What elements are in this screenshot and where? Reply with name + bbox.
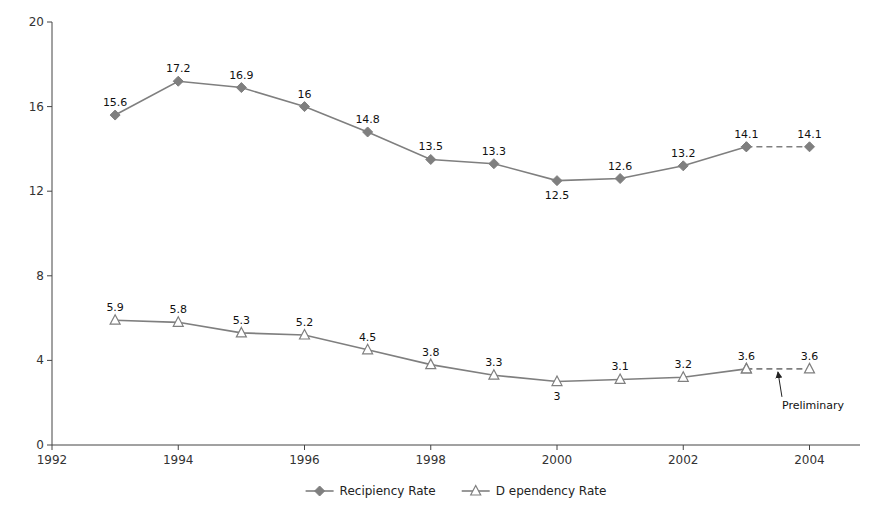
series-line (746, 146, 809, 148)
y-tick-label: 0 (36, 438, 44, 452)
x-tick-label: 2004 (794, 453, 825, 467)
point-marker (552, 176, 562, 186)
point-marker (110, 315, 120, 325)
data-label: 15.6 (103, 96, 128, 109)
x-tick-label: 1998 (415, 453, 446, 467)
point-marker (489, 159, 499, 169)
point-marker (489, 370, 499, 380)
series-line (746, 368, 809, 370)
data-label: 12.6 (608, 160, 633, 173)
point-marker (110, 110, 120, 120)
data-label: 17.2 (166, 62, 191, 75)
point-marker (236, 83, 246, 93)
point-marker (173, 76, 183, 86)
chart: 0 4 8 12 16 20 1992 1994 1996 1998 2000 2002 2004 15.… (0, 0, 882, 507)
series-line (115, 81, 746, 180)
x-tick (178, 445, 179, 450)
point-marker (300, 330, 310, 340)
y-tick-label: 20 (29, 15, 44, 29)
point-marker (173, 317, 183, 327)
y-tick-label: 16 (29, 100, 44, 114)
data-label: 4.5 (359, 331, 377, 344)
point-marker (426, 154, 436, 164)
legend-item: D ependency Rate (462, 484, 607, 498)
data-label: 3.8 (422, 346, 440, 359)
annotation-arrow (778, 372, 782, 397)
point-marker (363, 127, 373, 137)
data-label: 5.2 (296, 316, 314, 329)
x-tick-label: 1994 (163, 453, 194, 467)
plot-area (110, 76, 814, 385)
x-tick-label: 1992 (37, 453, 68, 467)
point-marker (741, 363, 751, 373)
point-marker (236, 327, 246, 337)
x-tick-label: 2000 (542, 453, 573, 467)
x-tick (430, 445, 431, 450)
annotation: Preliminary (782, 399, 845, 412)
data-label: 14.1 (797, 128, 822, 141)
data-label: 14.8 (355, 113, 380, 126)
y-tick (47, 275, 52, 276)
x-tick (557, 445, 558, 450)
point-marker (615, 174, 625, 184)
data-label: 5.3 (233, 314, 251, 327)
y-tick-label: 8 (36, 269, 44, 283)
legend-marker (471, 486, 481, 496)
point-marker (300, 102, 310, 112)
point-marker (741, 363, 751, 373)
data-label: 3.2 (675, 358, 693, 371)
data-label: 14.1 (734, 128, 759, 141)
legend: Recipiency Rate D ependency Rate (306, 484, 607, 498)
y-tick-label: 4 (36, 353, 44, 367)
point-marker (363, 344, 373, 354)
legend-label: Recipiency Rate (340, 484, 436, 498)
data-label: 13.5 (419, 140, 444, 153)
data-label: 3.6 (738, 350, 756, 363)
data-label: 13.2 (671, 147, 696, 160)
point-marker (805, 142, 815, 152)
data-label: 16.9 (229, 69, 254, 82)
data-label: 5.8 (170, 303, 188, 316)
y-tick (47, 106, 52, 107)
x-tick (304, 445, 305, 450)
point-marker (741, 142, 751, 152)
point-marker (678, 372, 688, 382)
y-tick (47, 445, 52, 446)
point-marker (741, 142, 751, 152)
data-label: 12.5 (545, 189, 570, 202)
x-tick (683, 445, 684, 450)
x-axis-line (52, 445, 860, 446)
y-axis-line (52, 22, 53, 445)
data-label: 3.6 (801, 350, 819, 363)
point-marker (426, 359, 436, 369)
data-label: 3.1 (611, 360, 629, 373)
series-line (115, 320, 746, 381)
y-tick-label: 12 (29, 184, 44, 198)
legend-item: Recipiency Rate (306, 484, 436, 498)
point-marker (678, 161, 688, 171)
data-label: 5.9 (106, 301, 124, 314)
point-marker (805, 363, 815, 373)
y-tick (47, 191, 52, 192)
x-tick (52, 445, 53, 450)
data-label: 3 (554, 390, 561, 403)
y-tick (47, 22, 52, 23)
x-tick (809, 445, 810, 450)
legend-marker (315, 486, 325, 496)
data-label: 13.3 (482, 145, 507, 158)
x-tick-label: 1996 (289, 453, 320, 467)
data-label: 16 (298, 88, 312, 101)
x-tick-label: 2002 (668, 453, 699, 467)
point-marker (552, 376, 562, 386)
point-marker (615, 374, 625, 384)
legend-label: D ependency Rate (496, 484, 607, 498)
y-tick (47, 360, 52, 361)
data-label: 3.3 (485, 356, 503, 369)
